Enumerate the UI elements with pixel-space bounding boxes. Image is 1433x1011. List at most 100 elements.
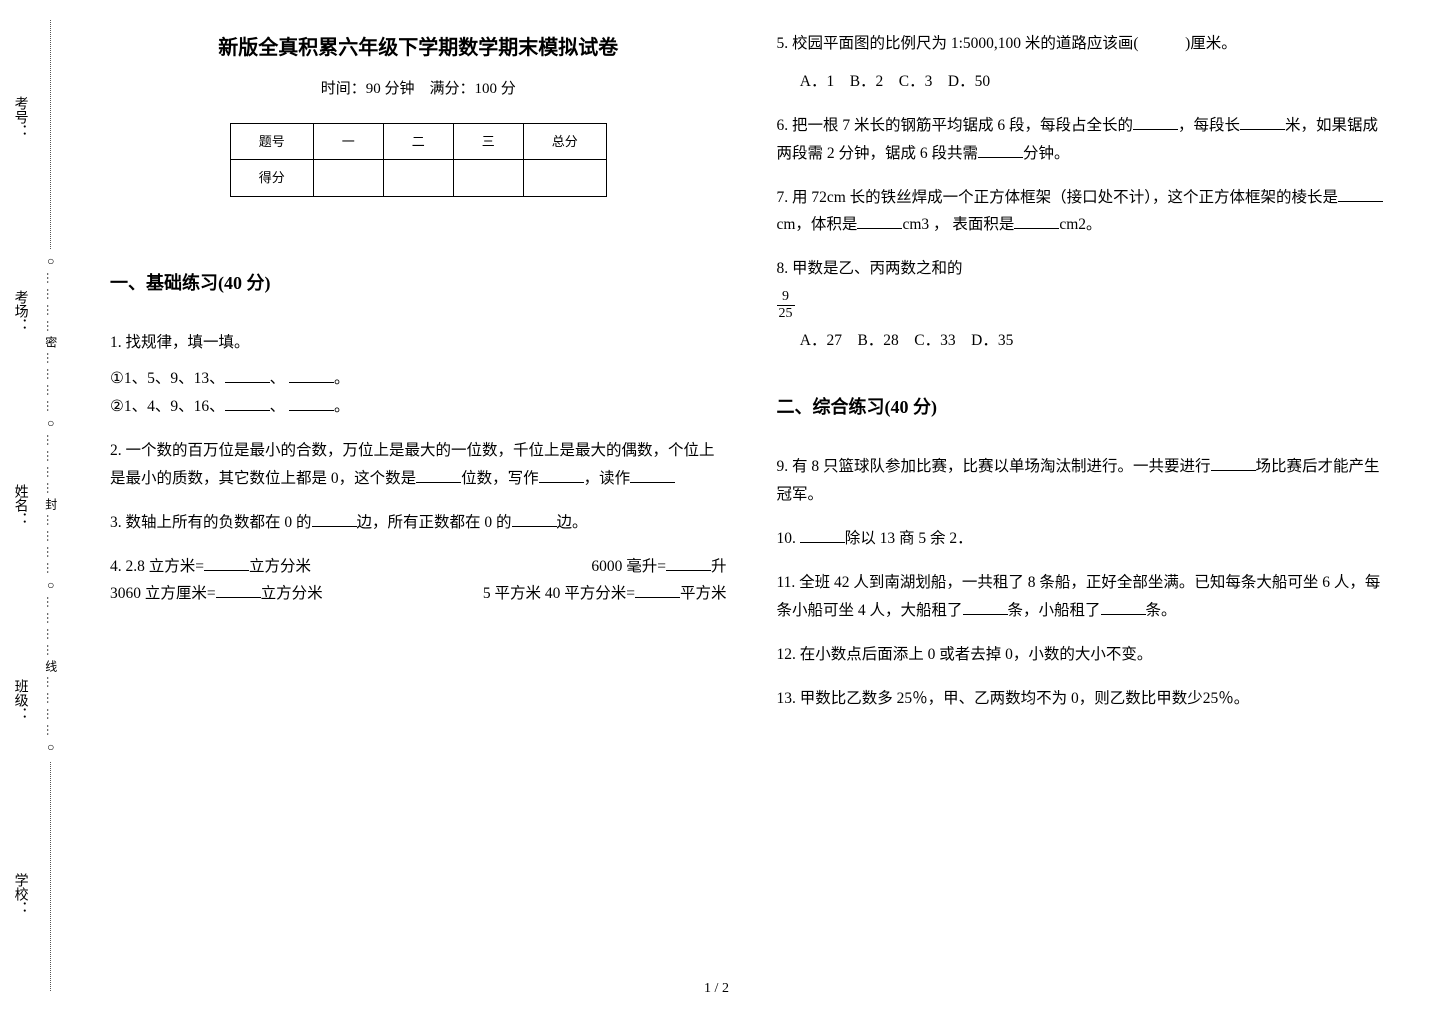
q5-stem: 5. 校园平面图的比例尺为 1:5000,100 米的道路应该画( )厘米。 (777, 30, 1394, 58)
question-3: 3. 数轴上所有的负数都在 0 的 边，所有正数都在 0 的 边。 (110, 509, 727, 537)
q4-line1: 4. 2.8 立方米=立方分米 6000 毫升= 升 (110, 553, 727, 581)
cell (313, 160, 383, 196)
blank (800, 528, 845, 544)
cell (523, 160, 606, 196)
q4-left1: 4. 2.8 立方米=立方分米 (110, 553, 311, 581)
blank (512, 511, 557, 527)
question-7: 7. 用 72cm 长的铁丝焊成一个正方体框架（接口处不计），这个正方体框架的棱… (777, 184, 1394, 240)
q10b: 除以 13 商 5 余 2． (845, 530, 973, 547)
q1b-sep: 、 (270, 398, 289, 415)
score-table: 题号 一 二 三 总分 得分 (230, 123, 607, 197)
cell: 总分 (523, 124, 606, 160)
binding-seal-text: ○…………密…………○…………封…………○…………线…………○ (39, 250, 61, 762)
q1-line-a: ①1、5、9、13、、 。 (110, 365, 727, 393)
frac-denominator: 25 (777, 306, 795, 321)
exam-subtitle: 时间：90 分钟 满分：100 分 (110, 76, 727, 103)
blank (1133, 114, 1178, 130)
label-school: 学校： (7, 873, 32, 915)
q4d: 升 (711, 558, 727, 575)
blank (225, 368, 270, 384)
q6a: 6. 把一根 7 米长的钢筋平均锯成 6 段，每段占全长的 (777, 117, 1134, 134)
blank (1101, 599, 1146, 615)
q2-text-b: 位数，写作 (461, 470, 539, 487)
q7d: cm2。 (1059, 216, 1101, 233)
cell: 一 (313, 124, 383, 160)
q6b: ，每段长 (1178, 117, 1240, 134)
table-row: 得分 (230, 160, 606, 196)
q1b-end: 。 (334, 398, 350, 415)
exam-title: 新版全真积累六年级下学期数学期末模拟试卷 (110, 30, 727, 66)
binding-margin: 考号： 考场： 姓名： 班级： 学校： ○…………密…………○…………封…………… (0, 0, 90, 1011)
q4-left2: 3060 立方厘米= 立方分米 (110, 580, 323, 608)
blank (978, 142, 1023, 158)
q1a-text: ①1、5、9、13、 (110, 370, 225, 387)
question-4: 4. 2.8 立方米=立方分米 6000 毫升= 升 3060 立方厘米= 立方分米… (110, 553, 727, 609)
q9a: 9. 有 8 只篮球队参加比赛，比赛以单场淘汰制进行。一共要进行 (777, 458, 1211, 475)
cell-label: 得分 (230, 160, 313, 196)
q4-line2: 3060 立方厘米= 立方分米 5 平方米 40 平方分米= 平方米 (110, 580, 727, 608)
q5-options: A．1 B．2 C．3 D．50 (800, 68, 1393, 96)
question-13: 13. 甲数比乙数多 25％，甲、乙两数均不为 0，则乙数比甲数少25％。 (777, 685, 1394, 713)
q3-text-c: 边。 (557, 514, 588, 531)
blank (1211, 456, 1256, 472)
label-exam-id: 考号： (7, 96, 32, 138)
q1a-end: 。 (334, 370, 350, 387)
blank (635, 583, 680, 599)
q4g: 5 平方米 40 平方分米= (483, 585, 635, 602)
page-number: 1 / 2 (704, 976, 729, 1001)
q8-fraction: 9 25 (777, 289, 1394, 321)
table-row: 题号 一 二 三 总分 (230, 124, 606, 160)
blank (312, 511, 357, 527)
label-name: 姓名： (7, 484, 32, 526)
blank (1338, 186, 1383, 202)
blank (1014, 214, 1059, 230)
label-class: 班级： (7, 679, 32, 721)
column-left: 新版全真积累六年级下学期数学期末模拟试卷 时间：90 分钟 满分：100 分 题… (110, 30, 727, 1001)
page-columns: 新版全真积累六年级下学期数学期末模拟试卷 时间：90 分钟 满分：100 分 题… (90, 0, 1433, 1011)
q7b: cm，体积是 (777, 216, 858, 233)
blank (666, 555, 711, 571)
blank (204, 555, 249, 571)
label-room: 考场： (7, 290, 32, 332)
q1-line-b: ②1、4、9、16、、 。 (110, 393, 727, 421)
q4-right1: 6000 毫升= 升 (591, 553, 726, 581)
q7a: 7. 用 72cm 长的铁丝焊成一个正方体框架（接口处不计），这个正方体框架的棱… (777, 189, 1338, 206)
question-9: 9. 有 8 只篮球队参加比赛，比赛以单场淘汰制进行。一共要进行场比赛后才能产生… (777, 453, 1394, 509)
cell: 三 (453, 124, 523, 160)
blank (416, 467, 461, 483)
q4h: 平方米 (680, 585, 727, 602)
q4c: 6000 毫升= (591, 558, 666, 575)
blank (857, 214, 902, 230)
cell (453, 160, 523, 196)
blank (963, 599, 1008, 615)
section-2-heading: 二、综合练习(40 分) (777, 391, 1394, 423)
question-2: 2. 一个数的百万位是最小的合数，万位上是最大的一位数，千位上是最大的偶数，个位… (110, 437, 727, 493)
question-10: 10. 除以 13 商 5 余 2． (777, 525, 1394, 553)
blank (630, 467, 675, 483)
cell (383, 160, 453, 196)
question-5: 5. 校园平面图的比例尺为 1:5000,100 米的道路应该画( )厘米。 A… (777, 30, 1394, 96)
q3-text-a: 3. 数轴上所有的负数都在 0 的 (110, 514, 312, 531)
q8-options: A．27 B．28 C．33 D．35 (800, 327, 1393, 355)
q4b: 立方分米 (249, 558, 311, 575)
q4f: 立方分米 (261, 585, 323, 602)
q11b: 条，小船租了 (1008, 602, 1101, 619)
q4e: 3060 立方厘米= (110, 585, 216, 602)
cell-label: 题号 (230, 124, 313, 160)
q8-stem: 8. 甲数是乙、丙两数之和的 (777, 255, 1394, 283)
binding-seal-line: ○…………密…………○…………封…………○…………线…………○ (35, 20, 65, 991)
section-1-heading: 一、基础练习(40 分) (110, 267, 727, 299)
q3-text-b: 边，所有正数都在 0 的 (357, 514, 512, 531)
blank (1240, 114, 1285, 130)
question-6: 6. 把一根 7 米长的钢筋平均锯成 6 段，每段占全长的，每段长米，如果锯成两… (777, 112, 1394, 168)
question-8: 8. 甲数是乙、丙两数之和的 9 25 A．27 B．28 C．33 D．35 (777, 255, 1394, 355)
fraction: 9 25 (777, 289, 795, 321)
q4-right2: 5 平方米 40 平方分米= 平方米 (483, 580, 727, 608)
question-1: 1. 找规律，填一填。 ①1、5、9、13、、 。 ②1、4、9、16、、 。 (110, 329, 727, 421)
blank (289, 368, 334, 384)
blank (539, 467, 584, 483)
blank (216, 583, 261, 599)
blank (225, 395, 270, 411)
q1-stem: 1. 找规律，填一填。 (110, 329, 727, 357)
blank (289, 395, 334, 411)
